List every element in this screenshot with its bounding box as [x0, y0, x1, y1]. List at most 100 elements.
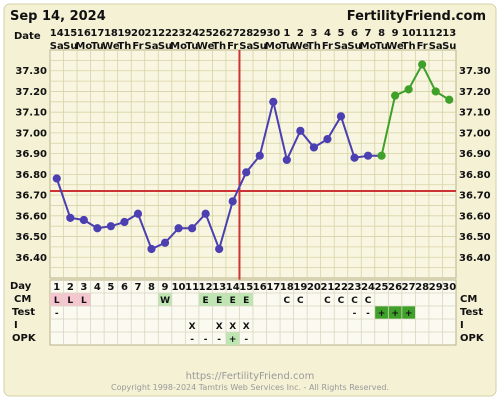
- temperature-point: [93, 224, 102, 233]
- opk-value: +: [229, 335, 237, 345]
- cycle-day-number: 13: [212, 282, 226, 293]
- date-number: 16: [77, 28, 91, 39]
- cycle-day-number: 18: [280, 282, 294, 293]
- y-tick-label: 36.70: [15, 191, 47, 202]
- cycle-day-number: 30: [442, 282, 456, 293]
- y-tick-label: 36.80: [15, 170, 47, 181]
- weekday-label: Mo: [170, 41, 187, 52]
- y-axis-right: 37.30 37.20 37.10 37.00 36.90 36.80 36.70 36.60…: [459, 66, 491, 264]
- weekday-label: Tu: [91, 41, 104, 52]
- temperature-point: [336, 112, 346, 121]
- temperature-point: [323, 135, 332, 144]
- date-number: 12: [429, 28, 443, 39]
- date-number: 6: [351, 28, 358, 39]
- date-number: 27: [226, 28, 240, 39]
- intercourse-mark: X: [243, 322, 250, 332]
- day-row-label-left: Day: [10, 281, 32, 292]
- cycle-day-number: 19: [293, 282, 307, 293]
- test-positive-cell: [401, 306, 416, 319]
- y-tick-label: 37.10: [15, 108, 47, 119]
- date-number: 23: [172, 28, 186, 39]
- date-number: 9: [392, 28, 399, 39]
- y-tick-label: 36.40: [15, 253, 47, 264]
- date-number: 10: [402, 28, 416, 39]
- date-number: 24: [185, 28, 199, 39]
- date-number: 8: [378, 28, 385, 39]
- temperature-point: [377, 151, 386, 160]
- test-value: +: [405, 309, 413, 319]
- temperature-point: [282, 155, 291, 164]
- intercourse-row-label-left: I: [14, 320, 18, 331]
- cycle-day-number: 5: [107, 282, 114, 293]
- weekday-label: Fr: [417, 41, 428, 52]
- temperature-point: [201, 209, 210, 218]
- weekday-label: Fr: [227, 41, 238, 52]
- y-tick-label: 36.70: [459, 191, 491, 202]
- intercourse-mark: X: [189, 322, 196, 332]
- opk-value: -: [217, 335, 221, 345]
- cm-value: E: [216, 296, 222, 306]
- cycle-day-number: 4: [94, 282, 101, 293]
- footer-copyright: Copyright 1998-2024 Tamtris Web Services…: [111, 383, 389, 392]
- temperature-point: [188, 224, 197, 233]
- y-tick-label: 37.10: [459, 108, 491, 119]
- y-tick-label: 36.90: [459, 149, 491, 160]
- cm-row-label-right: CM: [460, 294, 477, 305]
- weekday-label: Su: [158, 41, 172, 52]
- temperature-point: [296, 126, 305, 135]
- y-tick-label: 36.60: [15, 211, 47, 222]
- test-positive-cell: [374, 306, 389, 319]
- cycle-day-number: 20: [307, 282, 321, 293]
- temperature-point: [66, 213, 75, 222]
- date-number: 5: [337, 28, 344, 39]
- cycle-day-number: 24: [361, 282, 375, 293]
- date-number: 20: [131, 28, 145, 39]
- cm-value: C: [297, 296, 304, 306]
- cycle-day-number: 14: [226, 282, 240, 293]
- opk-value: -: [190, 335, 194, 345]
- date-number: 1: [283, 28, 290, 39]
- cycle-day-number: 1: [53, 282, 60, 293]
- opk-positive-cell: [225, 332, 240, 345]
- cycle-day-number: 23: [348, 282, 362, 293]
- test-value: +: [378, 309, 386, 319]
- y-tick-label: 37.00: [459, 128, 491, 139]
- intercourse-mark: X: [216, 322, 223, 332]
- temperature-point: [147, 244, 156, 254]
- opk-row-label-right: OPK: [460, 333, 485, 344]
- cm-highlight-cell: [63, 293, 78, 306]
- weekday-label: Mo: [265, 41, 282, 52]
- weekday-label: Fr: [322, 41, 333, 52]
- date-number: 14: [50, 28, 64, 39]
- weekday-label: Mo: [360, 41, 377, 52]
- temperature-point: [363, 151, 373, 160]
- weekday-label: Sa: [145, 41, 159, 52]
- cm-value: W: [160, 296, 170, 306]
- footer-link[interactable]: https://FertilityFriend.com: [186, 371, 315, 382]
- date-number: 28: [239, 28, 253, 39]
- date-number: 11: [415, 28, 429, 39]
- date-number: 30: [266, 28, 280, 39]
- cycle-day-number: 21: [320, 282, 334, 293]
- temperature-point: [431, 87, 440, 96]
- temperature-point: [215, 244, 224, 254]
- weekday-label: Tu: [280, 41, 293, 52]
- cycle-day-number: 15: [239, 282, 253, 293]
- cm-value: C: [351, 296, 358, 306]
- y-tick-label: 37.00: [15, 128, 47, 139]
- y-tick-label: 36.60: [459, 211, 491, 222]
- cycle-day-number: 2: [67, 282, 74, 293]
- cycle-day-number: 6: [121, 282, 128, 293]
- weekday-label: Su: [347, 41, 361, 52]
- cm-highlight-cell: [212, 293, 226, 306]
- weekday-label: We: [197, 41, 215, 52]
- cycle-day-number: 22: [334, 282, 348, 293]
- date-number: 18: [104, 28, 118, 39]
- temperature-point: [228, 197, 237, 206]
- weekday-label: Su: [442, 41, 456, 52]
- cm-value: E: [203, 296, 209, 306]
- temperature-point: [120, 217, 129, 227]
- temperature-point: [242, 168, 251, 177]
